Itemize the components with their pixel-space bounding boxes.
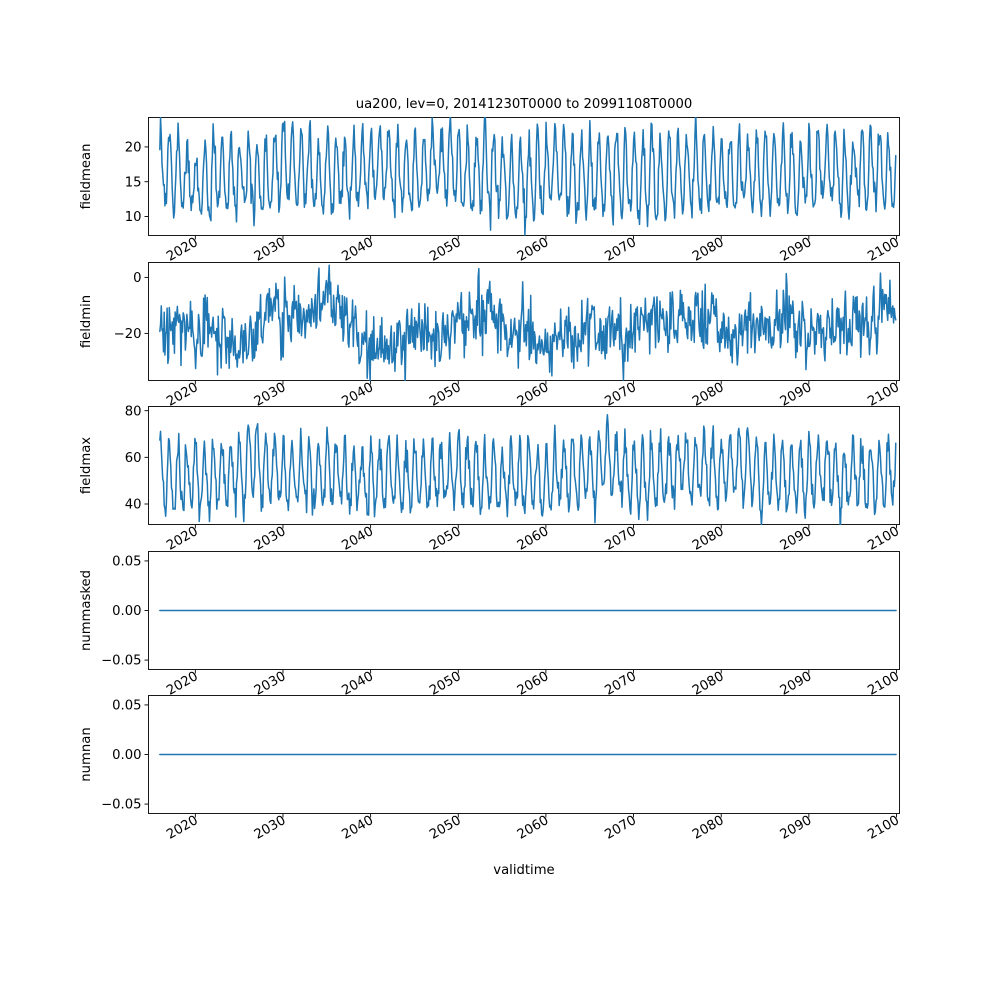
x-tick-label: 2090 xyxy=(778,813,815,843)
y-tick-label: 0.05 xyxy=(112,555,141,570)
x-tick-label: 2030 xyxy=(252,813,289,843)
y-tick-label: 0 xyxy=(133,271,141,286)
y-axis-label-fieldmean: fieldmean xyxy=(79,144,94,210)
x-tick-label: 2090 xyxy=(778,524,815,554)
x-tick-label: 2060 xyxy=(515,669,552,699)
y-tick-label: 10 xyxy=(125,210,142,225)
x-tick-label: 2040 xyxy=(340,235,377,265)
x-tick-label: 2080 xyxy=(690,669,727,699)
x-tick-label: 2020 xyxy=(164,380,201,410)
x-tick-label: 2100 xyxy=(865,524,902,554)
y-axis-label-nummasked: nummasked xyxy=(79,570,94,651)
x-tick-label: 2020 xyxy=(164,524,201,554)
y-axis-label-numnan: numnan xyxy=(79,727,94,781)
x-tick-label: 2100 xyxy=(865,813,902,843)
x-tick-label: 2050 xyxy=(427,813,464,843)
x-tick-label: 2090 xyxy=(778,669,815,699)
series-line-fieldmin xyxy=(159,264,897,381)
x-tick-label: 2090 xyxy=(778,235,815,265)
panel-fieldmin: 2020 2030 2040 2050 2060 2070 2080 2090 2100 0 −20… xyxy=(79,262,902,410)
x-tick-label: 2080 xyxy=(690,235,727,265)
y-tick-label: 0.05 xyxy=(112,699,141,714)
x-tick-label: 2080 xyxy=(690,524,727,554)
y-tick-label: 40 xyxy=(125,498,142,513)
y-axis-label-fieldmax: fieldmax xyxy=(79,437,94,494)
y-tick-label: 80 xyxy=(125,404,142,419)
x-tick-label: 2070 xyxy=(602,813,639,843)
x-tick-label: 2030 xyxy=(252,524,289,554)
x-tick-label: 2030 xyxy=(252,380,289,410)
x-tick-label: 2080 xyxy=(690,380,727,410)
axes-frame xyxy=(148,262,900,381)
x-tick-label: 2020 xyxy=(164,813,201,843)
panel-fieldmean: 2020 2030 2040 2050 2060 2070 2080 2090 2100 10 15… xyxy=(79,117,902,265)
x-tick-label: 2070 xyxy=(602,669,639,699)
y-tick-label: −0.05 xyxy=(101,654,141,669)
x-tick-label: 2050 xyxy=(427,524,464,554)
figure-title: ua200, lev=0, 20141230T0000 to 20991108T… xyxy=(356,97,693,112)
panel-fieldmax: 2020 2030 2040 2050 2060 2070 2080 2090 2100 40 60… xyxy=(79,404,902,553)
x-axis-label: validtime xyxy=(493,863,554,878)
axes-frame xyxy=(148,406,900,525)
x-tick-label: 2050 xyxy=(427,235,464,265)
series-line-fieldmax xyxy=(159,413,897,525)
y-axis-label-fieldmin: fieldmin xyxy=(79,295,94,348)
y-tick-label: −20 xyxy=(114,327,142,342)
x-tick-label: 2060 xyxy=(515,235,552,265)
x-tick-label: 2040 xyxy=(340,380,377,410)
x-tick-label: 2060 xyxy=(515,813,552,843)
x-tick-label: 2040 xyxy=(340,669,377,699)
panel-numnan: 2020 2030 2040 2050 2060 2070 2080 2090 2100 0.05… xyxy=(79,695,902,843)
x-tick-label: 2060 xyxy=(515,380,552,410)
x-tick-label: 2070 xyxy=(602,235,639,265)
axes-frame xyxy=(148,117,900,236)
x-tick-label: 2050 xyxy=(427,669,464,699)
y-tick-label: 20 xyxy=(125,141,142,156)
x-tick-label: 2040 xyxy=(340,813,377,843)
x-tick-label: 2070 xyxy=(602,524,639,554)
x-tick-label: 2050 xyxy=(427,380,464,410)
x-tick-label: 2090 xyxy=(778,380,815,410)
x-tick-label: 2030 xyxy=(252,235,289,265)
y-tick-label: 60 xyxy=(125,451,142,466)
x-tick-label: 2100 xyxy=(865,235,902,265)
axes-frame xyxy=(148,695,900,814)
y-tick-label: −0.05 xyxy=(101,798,141,813)
x-tick-label: 2100 xyxy=(865,380,902,410)
series-line-fieldmean xyxy=(159,117,897,236)
x-tick-label: 2040 xyxy=(340,524,377,554)
panel-nummasked: 2020 2030 2040 2050 2060 2070 2080 2090 2100 0.05… xyxy=(79,551,902,699)
x-tick-label: 2070 xyxy=(602,380,639,410)
axes-frame xyxy=(148,551,900,670)
x-tick-label: 2020 xyxy=(164,235,201,265)
y-tick-label: 15 xyxy=(125,175,142,190)
y-tick-label: 0.00 xyxy=(112,604,141,619)
x-tick-label: 2030 xyxy=(252,669,289,699)
x-tick-label: 2020 xyxy=(164,669,201,699)
y-tick-label: 0.00 xyxy=(112,748,141,763)
x-tick-label: 2080 xyxy=(690,813,727,843)
x-tick-label: 2060 xyxy=(515,524,552,554)
x-tick-label: 2100 xyxy=(865,669,902,699)
